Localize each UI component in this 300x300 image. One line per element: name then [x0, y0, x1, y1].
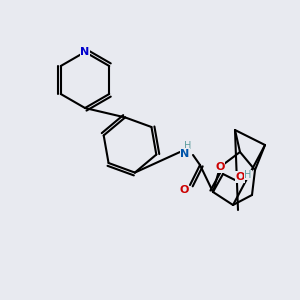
Text: H: H — [184, 141, 192, 151]
Text: O: O — [215, 162, 225, 172]
Text: O: O — [235, 172, 245, 182]
Text: H: H — [244, 170, 252, 180]
Text: N: N — [180, 149, 190, 159]
Text: O: O — [179, 185, 189, 195]
Text: N: N — [80, 47, 90, 57]
